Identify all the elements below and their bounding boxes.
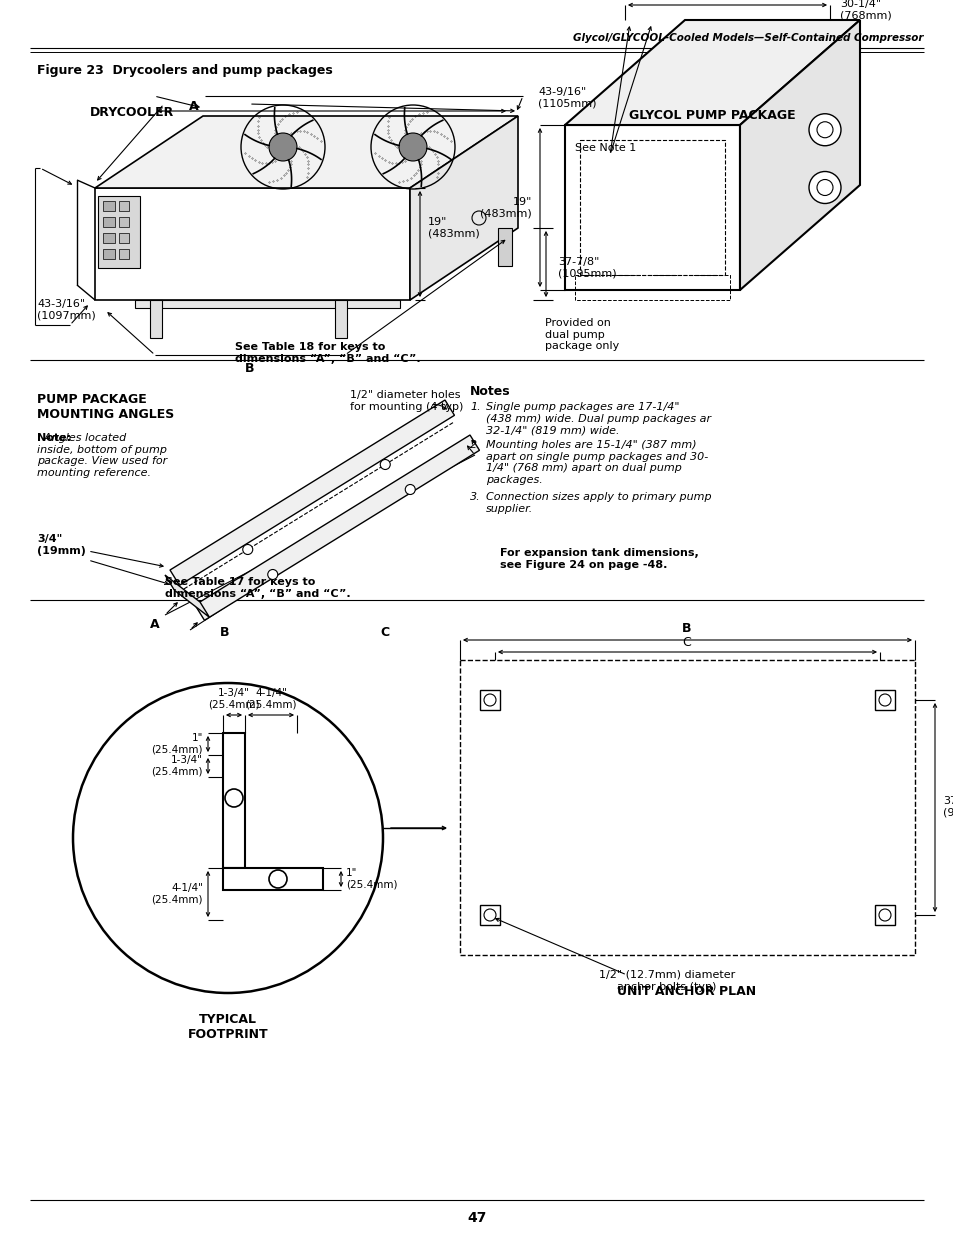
Bar — [103, 249, 115, 259]
Polygon shape — [740, 20, 859, 290]
Text: B: B — [220, 625, 230, 638]
Circle shape — [808, 114, 841, 146]
Text: See Table 17 for keys to
dimensions “A”, “B” and “C”.: See Table 17 for keys to dimensions “A”,… — [165, 577, 351, 599]
Text: Note:: Note: — [37, 433, 71, 443]
Bar — [103, 201, 115, 211]
Bar — [135, 300, 399, 308]
Text: 19"
(483mm): 19" (483mm) — [428, 217, 479, 238]
Bar — [479, 905, 499, 925]
Bar — [98, 196, 140, 268]
Text: 3.: 3. — [470, 492, 480, 501]
Text: DRYCOOLER: DRYCOOLER — [90, 105, 174, 119]
Circle shape — [242, 545, 253, 555]
Text: 30-1/4"
(768mm): 30-1/4" (768mm) — [840, 0, 891, 21]
Bar — [103, 217, 115, 227]
Circle shape — [808, 172, 841, 204]
Polygon shape — [410, 116, 517, 300]
Bar — [575, 275, 729, 300]
Text: A: A — [150, 619, 159, 631]
Text: A: A — [189, 100, 198, 112]
Text: Glycol/GLYCOOL-Cooled Models—Self-Contained Compressor: Glycol/GLYCOOL-Cooled Models—Self-Contai… — [573, 33, 923, 43]
Text: 37-7/8"
(1095mm): 37-7/8" (1095mm) — [558, 257, 616, 279]
Text: Provided on
dual pump
package only: Provided on dual pump package only — [544, 317, 618, 351]
Bar — [459, 659, 914, 955]
Text: 43-9/16"
(1105mm): 43-9/16" (1105mm) — [537, 88, 596, 109]
Text: C: C — [682, 636, 691, 650]
Text: 43-3/16"
(1097mm): 43-3/16" (1097mm) — [37, 299, 95, 321]
Polygon shape — [165, 576, 210, 618]
Text: TYPICAL
FOOTPRINT: TYPICAL FOOTPRINT — [188, 1013, 268, 1041]
Text: B: B — [681, 622, 691, 635]
Text: Figure 23  Drycoolers and pump packages: Figure 23 Drycoolers and pump packages — [37, 63, 333, 77]
Bar — [874, 690, 894, 710]
Bar — [119, 201, 129, 211]
Text: 2.: 2. — [470, 440, 480, 450]
Bar — [335, 300, 347, 338]
Bar — [479, 690, 499, 710]
Text: 4-1/4"
(25.4mm): 4-1/4" (25.4mm) — [245, 688, 296, 710]
Text: GLYCOL PUMP PACKAGE: GLYCOL PUMP PACKAGE — [628, 109, 795, 121]
Text: 37-11/16"
(957mm): 37-11/16" (957mm) — [942, 797, 953, 818]
Text: C: C — [379, 625, 389, 638]
Circle shape — [269, 133, 296, 161]
Bar — [223, 734, 245, 868]
Bar — [497, 228, 512, 266]
Bar — [103, 233, 115, 243]
Text: Notes: Notes — [470, 385, 510, 398]
Text: 4-1/4"
(25.4mm): 4-1/4" (25.4mm) — [152, 883, 203, 905]
Polygon shape — [564, 20, 859, 125]
Text: 1/2" (12.7mm) diameter
anchor bolts (typ): 1/2" (12.7mm) diameter anchor bolts (typ… — [598, 969, 735, 992]
Bar — [119, 233, 129, 243]
Circle shape — [268, 569, 277, 579]
Polygon shape — [194, 435, 479, 620]
Text: 47: 47 — [467, 1212, 486, 1225]
Text: See Table 18 for keys to
dimensions “A”, “B” and “C”.: See Table 18 for keys to dimensions “A”,… — [234, 342, 420, 363]
Bar — [874, 905, 894, 925]
Text: Mounting holes are 15-1/4" (387 mm)
apart on single pump packages and 30-
1/4" (: Mounting holes are 15-1/4" (387 mm) apar… — [485, 440, 707, 485]
Text: For expansion tank dimensions,
see Figure 24 on page -48.: For expansion tank dimensions, see Figur… — [499, 548, 698, 569]
Text: PUMP PACKAGE
MOUNTING ANGLES: PUMP PACKAGE MOUNTING ANGLES — [37, 393, 174, 421]
Polygon shape — [95, 188, 410, 300]
Bar — [119, 217, 129, 227]
Bar — [150, 300, 162, 338]
Text: B: B — [245, 362, 254, 375]
Circle shape — [398, 133, 427, 161]
Text: 3/4"
(19mm): 3/4" (19mm) — [37, 535, 86, 556]
Bar — [223, 868, 323, 890]
Text: 1.: 1. — [470, 403, 480, 412]
Polygon shape — [564, 125, 740, 290]
Text: 1"
(25.4mm): 1" (25.4mm) — [346, 868, 397, 889]
Text: Connection sizes apply to primary pump
supplier.: Connection sizes apply to primary pump s… — [485, 492, 711, 514]
Bar — [119, 249, 129, 259]
Text: Angles located
inside, bottom of pump
package. View used for
mounting reference.: Angles located inside, bottom of pump pa… — [37, 433, 167, 478]
Text: UNIT ANCHOR PLAN: UNIT ANCHOR PLAN — [617, 986, 756, 998]
Text: 1-3/4"
(25.4mm): 1-3/4" (25.4mm) — [152, 755, 203, 777]
Polygon shape — [95, 116, 517, 188]
Text: 19"
(483mm): 19" (483mm) — [479, 198, 532, 219]
Polygon shape — [170, 400, 454, 585]
Bar — [579, 140, 724, 275]
Text: 1-3/4"
(25.4mm): 1-3/4" (25.4mm) — [208, 688, 259, 710]
Text: 1/2" diameter holes
for mounting (4 typ): 1/2" diameter holes for mounting (4 typ) — [350, 390, 463, 411]
Text: 1"
(25.4mm): 1" (25.4mm) — [152, 734, 203, 755]
Circle shape — [380, 459, 390, 469]
Text: Single pump packages are 17-1/4"
(438 mm) wide. Dual pump packages ar
32-1/4" (8: Single pump packages are 17-1/4" (438 mm… — [485, 403, 710, 435]
Text: See Note 1: See Note 1 — [575, 143, 636, 153]
Circle shape — [405, 484, 415, 494]
